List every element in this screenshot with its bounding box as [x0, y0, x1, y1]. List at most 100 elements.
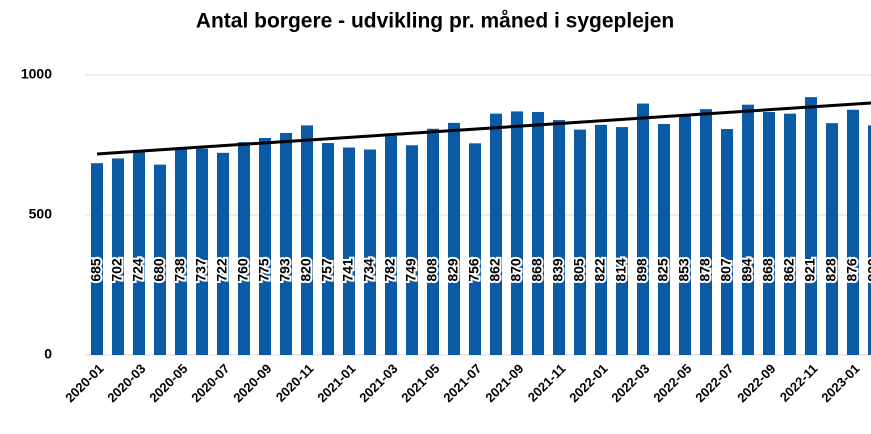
- data-label: 702: [109, 258, 125, 282]
- bar: [133, 152, 145, 355]
- x-tick-label: 2021-07: [440, 361, 484, 405]
- data-label: 814: [613, 258, 629, 282]
- x-tick-label: 2022-11: [777, 361, 821, 405]
- bar: [217, 152, 229, 355]
- data-label: 820: [298, 258, 314, 282]
- bar: [679, 116, 691, 355]
- bar: [784, 113, 796, 355]
- x-tick-label: 2020-11: [273, 361, 317, 405]
- data-label: 822: [592, 258, 608, 282]
- bar: [322, 143, 334, 355]
- data-label: 685: [88, 258, 104, 282]
- bar: [427, 128, 439, 355]
- bar: [406, 145, 418, 355]
- data-label: 870: [508, 258, 524, 282]
- data-label: 853: [676, 258, 692, 282]
- chart-title: Antal borgere - udvikling pr. måned i sy…: [196, 10, 674, 33]
- bar: [511, 111, 523, 356]
- x-tick-label: 2021-11: [525, 361, 569, 405]
- data-label: 807: [718, 258, 734, 282]
- data-label: 862: [781, 258, 797, 282]
- bar: [280, 132, 292, 355]
- y-tick-label: 1000: [21, 66, 52, 82]
- bar: [154, 164, 166, 355]
- data-label: 894: [739, 258, 755, 282]
- x-tick-label: 2020-09: [230, 361, 274, 405]
- bar: [238, 142, 250, 355]
- data-label: 820: [865, 258, 871, 282]
- data-label: 782: [382, 258, 398, 282]
- data-label: 775: [256, 258, 272, 282]
- x-tick-label: 2021-03: [356, 361, 400, 405]
- data-label: 722: [214, 258, 230, 282]
- bar: [847, 109, 859, 355]
- data-label: 737: [193, 258, 209, 282]
- bar: [385, 136, 397, 355]
- bar: [343, 147, 355, 355]
- bar: [175, 148, 187, 355]
- bar: [364, 149, 376, 355]
- bar: [490, 113, 502, 355]
- bar: [196, 148, 208, 355]
- data-label: 756: [466, 258, 482, 282]
- x-tick-label: 2022-03: [608, 361, 652, 405]
- bar: [259, 138, 271, 355]
- data-label: 868: [529, 258, 545, 282]
- bar: [637, 103, 649, 355]
- bar: [553, 120, 565, 355]
- data-label: 862: [487, 258, 503, 282]
- data-label: 876: [844, 258, 860, 282]
- data-label: 921: [802, 258, 818, 282]
- data-label: 734: [361, 258, 377, 282]
- x-tick-label: 2020-07: [188, 361, 232, 405]
- x-tick-label: 2022-01: [566, 361, 610, 405]
- bar: [469, 143, 481, 355]
- bar: [91, 163, 103, 355]
- x-tick-label: 2021-01: [314, 361, 358, 405]
- bar: [868, 125, 871, 356]
- bar: [616, 127, 628, 355]
- y-tick-label: 0: [44, 346, 52, 362]
- data-label: 828: [823, 258, 839, 282]
- data-label: 724: [130, 258, 146, 282]
- data-label: 805: [571, 258, 587, 282]
- data-label: 749: [403, 258, 419, 282]
- bar: [595, 124, 607, 355]
- bar: [805, 97, 817, 356]
- bar: [658, 124, 670, 355]
- x-tick-label: 2021-09: [482, 361, 526, 405]
- bar: [301, 125, 313, 356]
- data-label: 738: [172, 258, 188, 282]
- data-label: 741: [340, 258, 356, 282]
- data-label: 793: [277, 258, 293, 282]
- data-label: 757: [319, 258, 335, 282]
- x-tick-label: 2020-01: [62, 361, 106, 405]
- data-label: 808: [424, 258, 440, 282]
- x-tick-label: 2022-07: [692, 361, 736, 405]
- x-tick-label: 2020-05: [146, 361, 190, 405]
- bar: [574, 129, 586, 355]
- x-tick-label: 2022-05: [650, 361, 694, 405]
- bar: [742, 104, 754, 356]
- data-label: 839: [550, 258, 566, 282]
- bar: [763, 111, 775, 356]
- x-tick-label: 2022-09: [734, 361, 778, 405]
- data-label: 898: [634, 258, 650, 282]
- bar: [826, 123, 838, 355]
- trendline: [96, 101, 871, 156]
- x-tick-label: 2021-05: [398, 361, 442, 405]
- x-tick-label: 2020-03: [104, 361, 148, 405]
- data-label: 680: [151, 258, 167, 282]
- data-label: 760: [235, 258, 251, 282]
- data-label: 829: [445, 258, 461, 282]
- data-label: 868: [760, 258, 776, 282]
- bar: [532, 111, 544, 356]
- data-label: 878: [697, 258, 713, 282]
- bar: [112, 158, 124, 355]
- data-label: 825: [655, 258, 671, 282]
- bar: [721, 129, 733, 355]
- bar: [700, 109, 712, 355]
- y-tick-label: 500: [29, 206, 53, 222]
- bar: [448, 122, 460, 355]
